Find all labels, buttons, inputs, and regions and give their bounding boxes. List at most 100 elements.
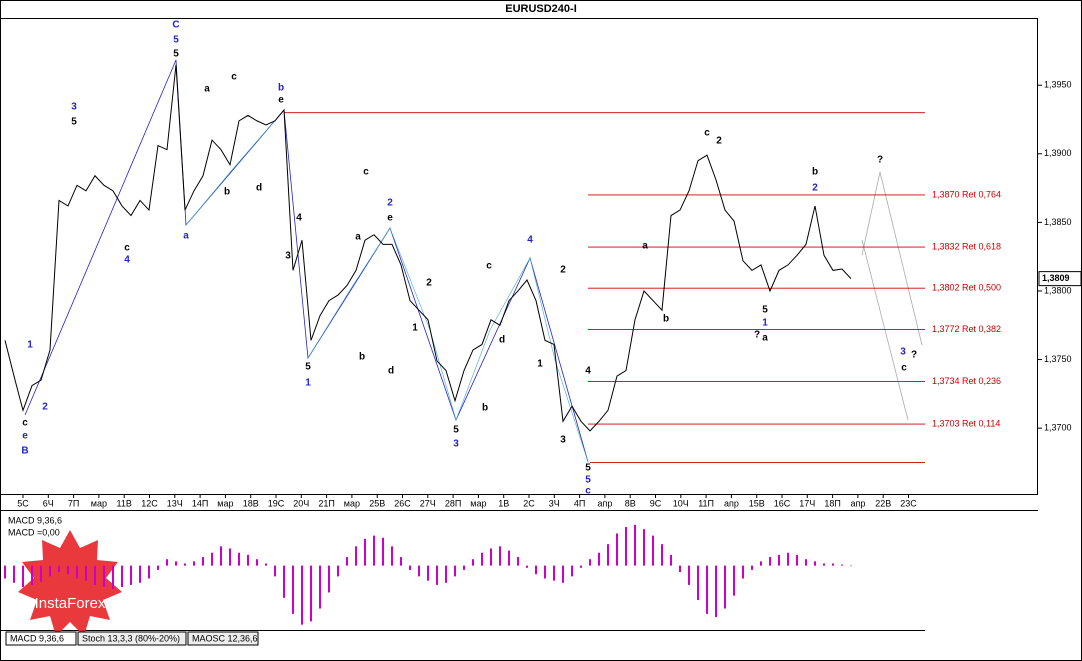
macd-bar <box>490 548 492 566</box>
x-tick-label: 13Ч <box>167 498 183 508</box>
macd-bar <box>256 559 258 566</box>
macd-bar <box>787 552 789 566</box>
macd-bar <box>724 565 726 609</box>
macd-bar <box>652 535 654 566</box>
macd-bar <box>742 565 744 579</box>
wave-label: 5 <box>762 305 768 316</box>
wave-label: e <box>22 431 28 442</box>
macd-bar <box>670 554 672 566</box>
macd-bar <box>184 563 186 566</box>
macd-bar <box>40 565 42 582</box>
macd-bar <box>481 552 483 566</box>
projection-line <box>861 239 909 421</box>
wave-label: b <box>482 403 488 414</box>
macd-bar <box>418 565 420 577</box>
macd-bar <box>220 546 222 566</box>
macd-bar <box>85 565 87 581</box>
wave-label: 3 <box>453 439 459 450</box>
macd-bar <box>94 565 96 585</box>
wave-label: 1 <box>537 359 543 370</box>
indicator-tab[interactable] <box>77 631 187 646</box>
indicator-tab-label[interactable]: MACD 9,36,6 <box>10 633 64 643</box>
macd-bar <box>202 557 204 566</box>
macd-bar <box>355 546 357 566</box>
wave-label: c <box>231 72 237 83</box>
macd-bar <box>22 565 24 588</box>
macd-bar <box>517 557 519 566</box>
macd-bar <box>589 559 591 566</box>
macd-bar <box>571 565 573 577</box>
price-panel <box>0 18 1038 495</box>
macd-bar <box>634 524 636 566</box>
x-tick-label: 18В <box>243 498 259 508</box>
x-tick-label: 15В <box>749 498 765 508</box>
wave-label: 3 <box>285 251 291 262</box>
indicator-tab[interactable] <box>187 631 259 646</box>
wave-label: a <box>204 84 210 95</box>
wave-label: c <box>124 243 130 254</box>
y-tick-label: 1,3850 <box>1044 217 1072 227</box>
macd-bar <box>247 554 249 566</box>
x-tick-label: 4П <box>574 498 585 508</box>
macd-bar <box>310 565 312 622</box>
macd-bar <box>67 565 69 575</box>
macd-bar <box>373 535 375 566</box>
macd-bar <box>841 564 843 566</box>
chart-title: EURUSD240-I <box>505 3 577 15</box>
wave-label: 5 <box>585 475 591 486</box>
wave-label: b <box>224 187 230 198</box>
wave-label: 3 <box>71 102 77 113</box>
macd-bar <box>661 544 663 566</box>
indicator-tab-label[interactable]: Stoch 13,3,3 (80%-20%) <box>82 633 180 643</box>
wave-label: a <box>183 231 189 242</box>
wave-label: 3 <box>560 435 566 446</box>
macd-bar <box>400 557 402 566</box>
macd-title: MACD 9,36,6 <box>8 515 62 525</box>
macd-bar <box>166 559 168 566</box>
x-tick-label: 12С <box>141 498 158 508</box>
macd-bar <box>409 565 411 570</box>
wave-label: a <box>642 241 648 252</box>
macd-bar <box>175 561 177 566</box>
macd-bar <box>121 565 123 588</box>
wave-label: a <box>762 333 768 344</box>
wave-label: 2 <box>716 136 722 147</box>
wave-label: ? <box>754 330 760 341</box>
macd-bar <box>472 559 474 566</box>
macd-bar <box>625 527 627 566</box>
indicator-tab-label[interactable]: MAOSC 12,36,6 <box>192 633 258 643</box>
x-tick-label: мар <box>217 498 233 508</box>
x-tick-label: мар <box>470 498 486 508</box>
macd-bar <box>499 546 501 566</box>
last-price-label: 1,3809 <box>1042 273 1070 283</box>
wave-label: ? <box>877 155 883 166</box>
y-tick-label: 1,3900 <box>1044 148 1072 158</box>
x-tick-label: 14П <box>192 498 208 508</box>
wave-label: 1 <box>27 340 33 351</box>
macd-bar <box>103 565 105 588</box>
macd-bar <box>148 565 150 579</box>
macd-bar <box>49 565 51 577</box>
x-tick-label: 2С <box>523 498 535 508</box>
wave-label: e <box>278 95 284 106</box>
wave-label: 4 <box>296 213 302 224</box>
level-label: 1,3802 Ret 0,500 <box>932 283 1001 293</box>
indicator-tab[interactable] <box>5 631 77 646</box>
wave-label: 2 <box>42 402 48 413</box>
macd-bar <box>58 565 60 573</box>
wave-label: 5 <box>305 362 311 373</box>
macd-value: MACD =0,00 <box>8 527 60 537</box>
wave-label: 5 <box>453 425 459 436</box>
wave-label: 5 <box>173 49 179 60</box>
macd-bar <box>229 548 231 566</box>
x-tick-label: 11П <box>698 498 714 508</box>
macd-bar <box>733 565 735 596</box>
level-label: 1,3772 Ret 0,382 <box>932 324 1001 334</box>
macd-bar <box>292 565 294 614</box>
wave-label: b <box>663 314 669 325</box>
wave-label: b <box>278 83 284 94</box>
macd-bar <box>391 546 393 566</box>
wave-label: d <box>388 366 394 377</box>
x-tick-label: 20Ч <box>293 498 309 508</box>
wave-label: d <box>256 183 262 194</box>
